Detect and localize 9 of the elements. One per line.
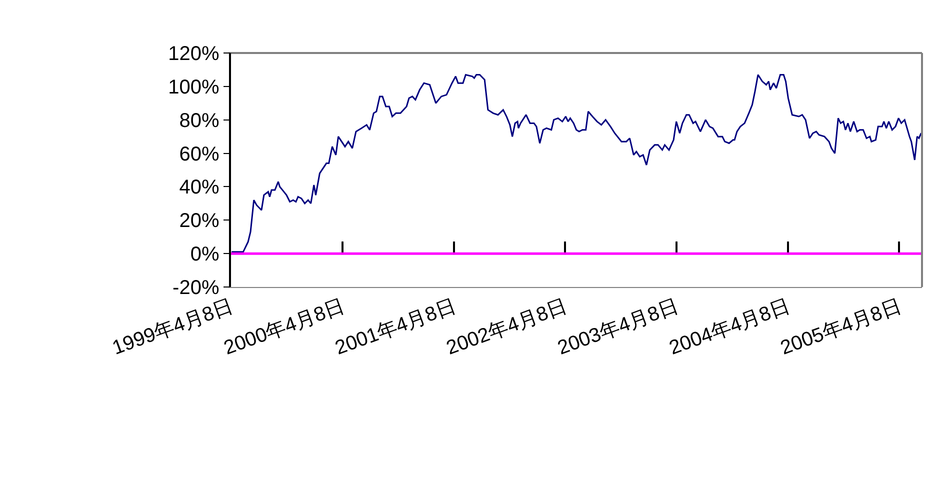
y-tick-label: 60% (179, 143, 220, 166)
line-series (231, 74, 922, 253)
y-tick-label: 80% (179, 110, 220, 132)
y-tick-label: 20% (179, 210, 220, 232)
y-tick-label: 120% (168, 43, 220, 65)
y-tick-label: -20% (172, 277, 220, 299)
y-tick-label: 0% (190, 244, 220, 266)
y-tick-label: 100% (168, 76, 220, 98)
y-tick-label: 40% (179, 176, 220, 199)
